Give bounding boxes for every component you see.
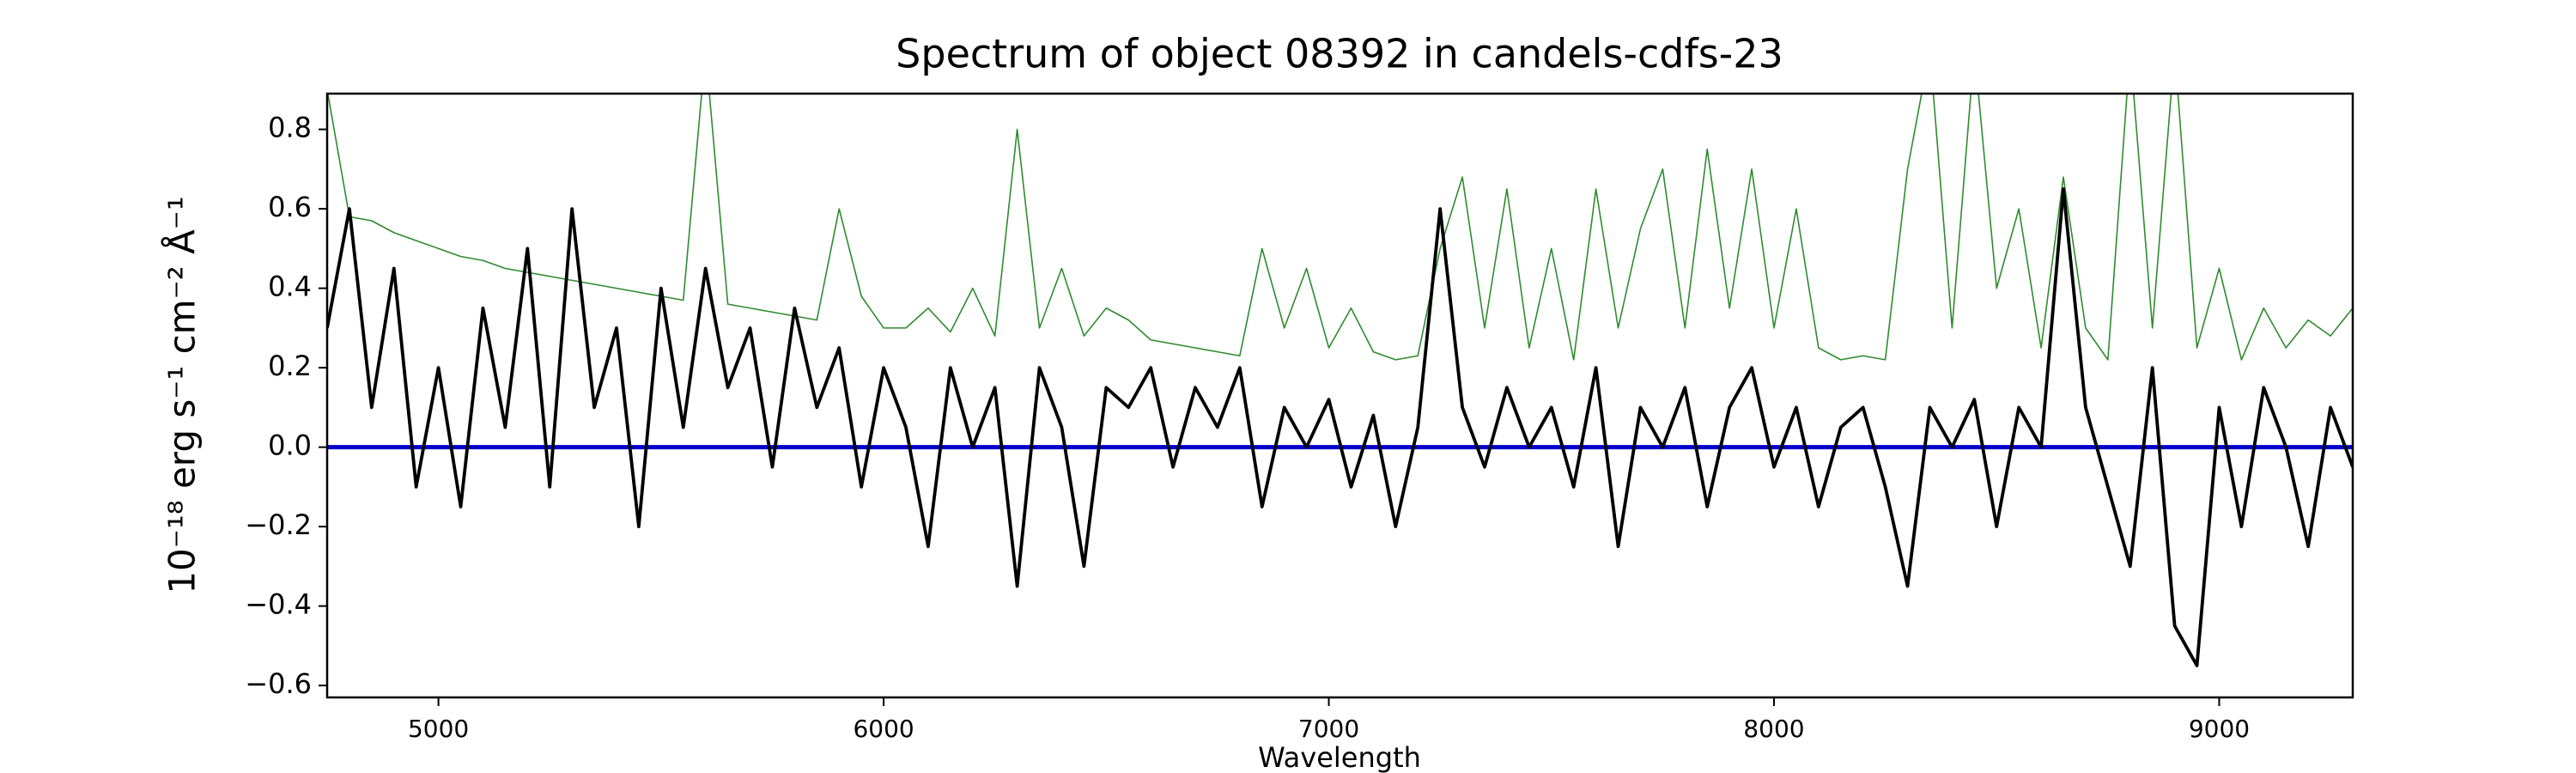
y-tick-label: 0.6 <box>268 191 312 223</box>
spectrum-line <box>327 94 2353 361</box>
y-axis-label: 10⁻¹⁸ erg s⁻¹ cm⁻² Å⁻¹ <box>161 196 204 593</box>
x-tick-label: 7000 <box>1298 715 1359 743</box>
y-tick-label: −0.6 <box>245 667 312 700</box>
y-tick-label: 0.0 <box>268 429 312 462</box>
y-tick-label: 0.2 <box>268 350 312 382</box>
y-tick-label: −0.2 <box>245 508 312 541</box>
x-tick-label: 8000 <box>1743 715 1804 743</box>
chart-title: Spectrum of object 08392 in candels-cdfs… <box>896 31 1783 77</box>
plot-area <box>327 94 2353 667</box>
x-tick-label: 5000 <box>408 715 469 743</box>
x-tick-label: 6000 <box>853 715 914 743</box>
x-tick-label: 9000 <box>2189 715 2250 743</box>
y-tick-label: 0.4 <box>268 271 312 303</box>
axes-frame <box>325 92 2354 699</box>
y-tick-label: 0.8 <box>268 112 312 144</box>
y-tick-label: −0.4 <box>245 588 312 621</box>
x-axis-label: Wavelength <box>1258 741 1421 773</box>
spectrum-line <box>327 187 2353 667</box>
